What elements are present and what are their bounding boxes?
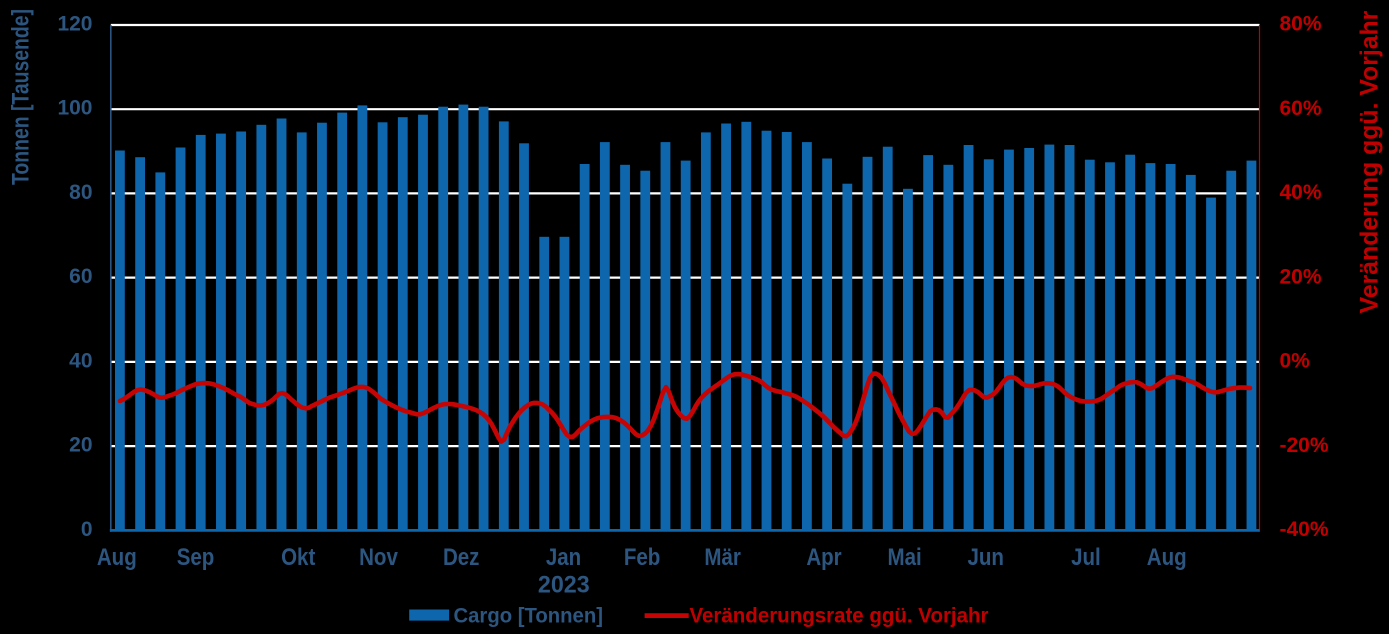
svg-text:Okt: Okt — [281, 544, 315, 571]
svg-text:80%: 80% — [1280, 13, 1322, 36]
svg-text:Mär: Mär — [704, 544, 741, 571]
svg-text:Jul: Jul — [1071, 544, 1101, 571]
svg-text:Aug: Aug — [1147, 544, 1187, 571]
svg-text:Jan: Jan — [546, 544, 581, 571]
svg-text:40: 40 — [69, 349, 92, 372]
svg-text:80: 80 — [69, 181, 92, 204]
svg-text:60%: 60% — [1280, 97, 1322, 120]
svg-text:Cargo [Tonnen]: Cargo [Tonnen] — [454, 604, 604, 627]
svg-text:20: 20 — [69, 434, 92, 457]
svg-text:Nov: Nov — [359, 544, 398, 571]
svg-text:Tonnen [Tausende]: Tonnen [Tausende] — [8, 9, 35, 185]
svg-text:2023: 2023 — [538, 571, 590, 598]
svg-text:Aug: Aug — [97, 544, 137, 571]
svg-text:0: 0 — [81, 518, 93, 541]
svg-text:40%: 40% — [1280, 181, 1322, 204]
svg-text:-40%: -40% — [1280, 518, 1329, 541]
svg-text:Feb: Feb — [624, 544, 661, 571]
svg-text:Veränderung ggü. Vorjahr: Veränderung ggü. Vorjahr — [1357, 10, 1384, 313]
svg-text:Mai: Mai — [888, 544, 922, 571]
svg-text:Dez: Dez — [443, 544, 480, 571]
svg-text:60: 60 — [69, 265, 92, 288]
svg-text:120: 120 — [57, 13, 92, 36]
svg-text:-20%: -20% — [1280, 434, 1329, 457]
svg-text:100: 100 — [57, 97, 92, 120]
svg-text:Sep: Sep — [177, 544, 215, 571]
svg-text:Veränderungsrate ggü. Vorjahr: Veränderungsrate ggü. Vorjahr — [690, 604, 989, 627]
svg-text:Jun: Jun — [967, 544, 1004, 571]
svg-text:Apr: Apr — [806, 544, 841, 571]
svg-text:20%: 20% — [1280, 265, 1322, 288]
svg-text:0%: 0% — [1280, 350, 1311, 373]
